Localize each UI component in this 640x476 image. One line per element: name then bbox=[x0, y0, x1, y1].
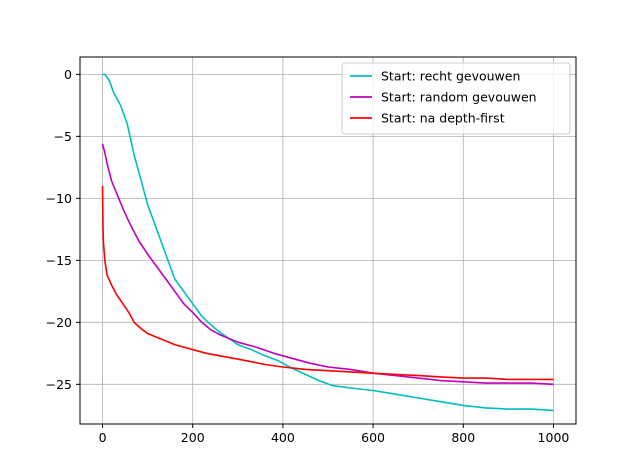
x-tick-label: 400 bbox=[271, 430, 295, 445]
legend-label: Start: recht gevouwen bbox=[381, 69, 520, 84]
x-tick-label: 600 bbox=[361, 430, 385, 445]
y-tick-label: 0 bbox=[64, 67, 72, 82]
series-line-1 bbox=[102, 73, 554, 412]
axis-ticks: 0 200 400 600 800 1000 0 −5 −10 −15 −20 −25 bbox=[46, 67, 570, 445]
x-tick-label: 800 bbox=[451, 430, 475, 445]
y-tick-label: −25 bbox=[46, 377, 72, 392]
legend-label: Start: na depth-first bbox=[381, 111, 505, 126]
x-tick-label: 1000 bbox=[538, 430, 570, 445]
legend-label: Start: random gevouwen bbox=[381, 90, 537, 105]
legend: Start: recht gevouwen Start: random gevou… bbox=[341, 62, 571, 135]
series-lines bbox=[101, 73, 554, 412]
series-line-2 bbox=[101, 143, 554, 386]
x-tick-label: 0 bbox=[99, 430, 107, 445]
gridlines bbox=[80, 57, 576, 424]
y-tick-label: −5 bbox=[54, 129, 72, 144]
legend-box bbox=[341, 62, 571, 135]
y-tick-label: −10 bbox=[46, 191, 72, 206]
y-tick-label: −20 bbox=[46, 315, 72, 330]
x-tick-label: 200 bbox=[181, 430, 205, 445]
y-tick-label: −15 bbox=[46, 253, 72, 268]
axes-frame bbox=[79, 56, 577, 425]
series-line-3 bbox=[101, 185, 554, 381]
